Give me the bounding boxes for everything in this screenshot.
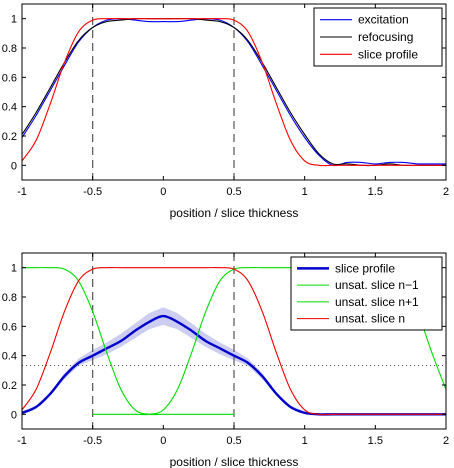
y-tick-label: 0.8 [2, 292, 17, 304]
legend-label: slice profile [358, 47, 418, 61]
x-tick-label: -1 [17, 435, 27, 447]
x-axis-label: position / slice thickness [170, 206, 299, 220]
legend-box [313, 7, 443, 67]
x-tick-label: 2 [443, 186, 449, 198]
y-tick-label: 0.2 [2, 380, 17, 392]
series-line-1 [22, 267, 234, 416]
series-line-3 [22, 267, 446, 416]
legend-label: unsat. slice n−1 [335, 278, 419, 292]
y-tick-label: 0.6 [2, 321, 17, 333]
legend-label: refocusing [358, 30, 413, 44]
x-tick-label: 2 [443, 435, 449, 447]
plot-content [22, 253, 446, 429]
y-tick-label: 0.2 [2, 131, 17, 143]
x-tick-label: 0.5 [226, 435, 241, 447]
legend-label: excitation [358, 13, 409, 27]
legend-label: unsat. slice n [335, 312, 405, 326]
x-tick-label: 1 [302, 186, 308, 198]
legend-label: unsat. slice n+1 [335, 295, 419, 309]
legend-label: slice profile [335, 261, 395, 275]
x-tick-label: 1 [302, 435, 308, 447]
y-tick-label: 0.8 [2, 43, 17, 55]
plot-content [22, 4, 446, 180]
y-tick-label: 0 [11, 409, 17, 421]
y-tick-label: 1 [11, 263, 17, 275]
x-tick-label: 1.5 [368, 186, 383, 198]
x-tick-label: -0.5 [83, 435, 102, 447]
legend: slice profile unsat. slice n−1 unsat. slic… [290, 256, 443, 331]
y-tick-label: 0.4 [2, 351, 17, 363]
x-tick-label: 0 [160, 435, 166, 447]
x-tick-label: 0.5 [226, 186, 241, 198]
x-tick-label: -1 [17, 186, 27, 198]
y-tick-label: 1 [11, 14, 17, 26]
y-tick-label: 0 [11, 160, 17, 172]
y-tick-label: 0.6 [2, 72, 17, 84]
x-tick-label: -0.5 [83, 186, 102, 198]
legend: excitation refocusing slice profile [313, 7, 443, 67]
y-tick-label: 0.4 [2, 102, 17, 114]
x-tick-label: 1.5 [368, 435, 383, 447]
x-axis-label: position / slice thickness [170, 455, 299, 468]
series-line-2 [22, 18, 446, 167]
x-tick-label: 0 [160, 186, 166, 198]
